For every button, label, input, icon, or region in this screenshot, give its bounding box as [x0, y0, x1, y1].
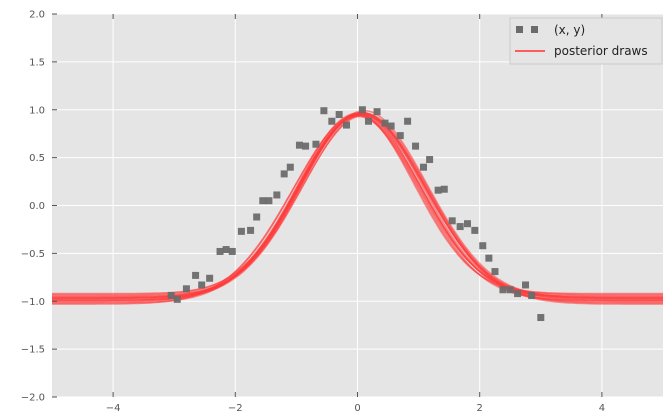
- data-point: [412, 142, 420, 150]
- data-point: [396, 132, 404, 140]
- data-point: [479, 242, 487, 250]
- x-tick-label: −4: [106, 403, 121, 414]
- data-point: [273, 191, 281, 199]
- data-point: [373, 108, 381, 116]
- y-tick-label: 0.5: [29, 153, 45, 164]
- data-point: [192, 271, 200, 279]
- legend-label-points: (x, y): [554, 23, 585, 37]
- data-point: [456, 223, 464, 231]
- data-point: [440, 185, 448, 193]
- data-point: [485, 254, 493, 262]
- legend-marker-points: [516, 26, 523, 33]
- data-point: [247, 226, 255, 234]
- data-point: [404, 117, 412, 125]
- x-tick-label: 4: [599, 403, 605, 414]
- data-point: [522, 281, 530, 289]
- data-point: [448, 217, 456, 225]
- y-tick-label: 1.5: [29, 57, 45, 68]
- legend-box: [509, 17, 663, 65]
- data-point: [182, 285, 190, 293]
- data-point: [506, 286, 514, 294]
- data-point: [312, 140, 320, 148]
- data-point: [514, 290, 522, 298]
- data-point: [295, 141, 303, 149]
- data-point: [259, 197, 267, 205]
- posterior-draw-line: [52, 112, 663, 297]
- data-point: [491, 268, 499, 276]
- data-point: [426, 156, 434, 164]
- data-point: [206, 274, 214, 282]
- data-point: [528, 292, 536, 300]
- x-tick-label: −2: [228, 403, 243, 414]
- data-point: [499, 286, 507, 294]
- data-point: [265, 197, 273, 205]
- data-point: [302, 142, 310, 150]
- data-point: [286, 163, 294, 171]
- data-point: [471, 226, 479, 234]
- data-point: [198, 281, 206, 289]
- data-point: [228, 247, 236, 255]
- y-tick-label: 1.0: [29, 105, 45, 116]
- data-point: [222, 246, 230, 254]
- data-point: [216, 247, 224, 255]
- data-points: [167, 106, 545, 322]
- data-point: [253, 213, 261, 221]
- posterior-draw-line: [52, 113, 663, 305]
- data-point: [537, 314, 545, 322]
- data-point: [358, 106, 366, 114]
- legend-label-draws: posterior draws: [554, 44, 648, 58]
- y-tick-label: −0.5: [21, 249, 45, 260]
- data-point: [463, 220, 471, 228]
- legend: (x, y) posterior draws: [509, 17, 663, 65]
- data-point: [328, 117, 336, 125]
- x-tick-label: 2: [477, 403, 483, 414]
- data-point: [434, 186, 442, 194]
- y-tick-label: 0.0: [29, 201, 45, 212]
- data-point: [320, 107, 328, 115]
- y-tick-label: −2.0: [21, 393, 45, 404]
- axis-ticks: −4 −2 0 2 4 2.0 1.5 1.0 0.5 0.0 −0.5 −1.0 −1.5 −2.0: [21, 10, 605, 415]
- data-point: [381, 119, 389, 127]
- data-point: [343, 121, 351, 129]
- data-point: [173, 295, 181, 303]
- posterior-draw-line: [52, 115, 663, 302]
- y-tick-label: 2.0: [29, 10, 45, 21]
- y-tick-label: −1.5: [21, 345, 45, 356]
- data-point: [280, 170, 288, 178]
- x-tick-label: 0: [354, 403, 360, 414]
- data-point: [237, 227, 245, 235]
- data-point: [364, 117, 372, 125]
- posterior-draw-line: [52, 109, 663, 300]
- data-point: [335, 111, 343, 119]
- data-point: [419, 163, 427, 171]
- legend-marker-points: [531, 26, 538, 33]
- data-point: [387, 122, 395, 130]
- y-tick-label: −1.0: [21, 297, 45, 308]
- data-point: [167, 292, 175, 300]
- posterior-draws: [52, 109, 663, 305]
